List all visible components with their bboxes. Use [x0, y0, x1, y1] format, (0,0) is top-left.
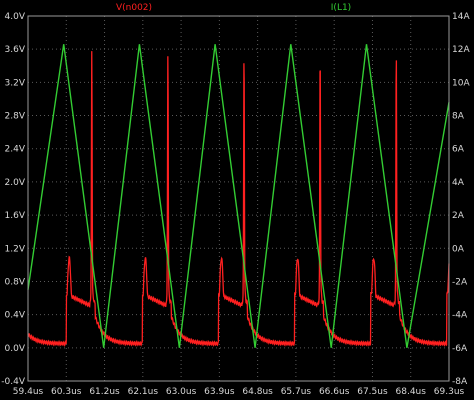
y-left-tick-label: 2.8V	[5, 112, 26, 122]
x-tick-label: 62.1us	[128, 387, 159, 397]
x-tick-label: 68.4us	[396, 387, 427, 397]
y-right-tick-label: 4A	[452, 178, 465, 188]
x-tick-label: 59.4us	[13, 387, 44, 397]
tick-labels: -0.4V 0.0V 0.4V 0.8V 1.2V 1.6V 2.0V 2.4V 2.8V 3.2…	[1, 12, 470, 397]
v-n002-trace	[27, 51, 450, 347]
y-left-tick-label: 3.2V	[5, 78, 26, 88]
x-tick-label: 65.7us	[281, 387, 312, 397]
y-left-tick-label: 1.2V	[5, 244, 26, 254]
y-left-tick-label: 1.6V	[5, 211, 26, 221]
y-left-tick-label: 4.0V	[5, 12, 26, 22]
y-right-tick-label: 6A	[452, 145, 465, 155]
plot-frame	[27, 15, 450, 382]
y-left-tick-label: 0.4V	[5, 311, 26, 321]
y-right-tick-label: 12A	[452, 45, 470, 55]
y-left-tick-label: 0.8V	[5, 277, 26, 287]
y-left-tick-label: 2.0V	[5, 178, 26, 188]
legend-v-n002[interactable]: V(n002)	[116, 3, 152, 13]
x-tick-label: 69.3us	[434, 387, 465, 397]
x-tick-label: 64.8us	[242, 387, 273, 397]
i-l1-trace	[27, 44, 450, 348]
y-right-tick-label: -8A	[452, 377, 468, 387]
y-left-tick-label: 3.6V	[5, 45, 26, 55]
y-right-tick-label: 0A	[452, 244, 465, 254]
y-left-tick-label: 0.0V	[5, 344, 26, 354]
x-tick-label: 63.0us	[166, 387, 197, 397]
y-right-tick-label: -2A	[452, 277, 468, 287]
legend-i-l1[interactable]: I(L1)	[331, 3, 351, 13]
x-tick-label: 63.9us	[204, 387, 235, 397]
y-right-tick-label: -6A	[452, 344, 468, 354]
x-tick-label: 66.6us	[319, 387, 350, 397]
x-tick-label: 67.5us	[357, 387, 388, 397]
y-right-tick-label: 2A	[452, 211, 465, 221]
x-tick-label: 61.2us	[89, 387, 120, 397]
y-right-tick-label: 8A	[452, 112, 465, 122]
y-left-tick-label: 2.4V	[5, 145, 26, 155]
y-right-tick-label: -4A	[452, 311, 468, 321]
y-right-tick-label: 10A	[452, 78, 470, 88]
y-right-tick-label: 14A	[452, 12, 470, 22]
x-tick-label: 60.3us	[51, 387, 82, 397]
y-left-tick-label: -0.4V	[1, 377, 26, 387]
